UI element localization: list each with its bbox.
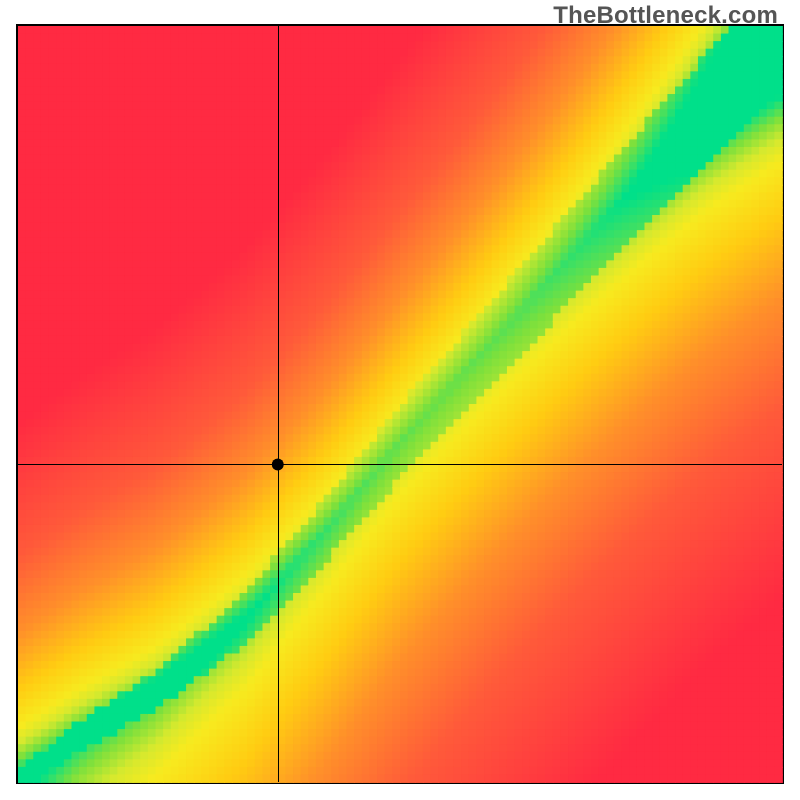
chart-container: TheBottleneck.com [0,0,800,800]
heatmap-canvas [16,24,784,784]
plot-area [16,24,784,784]
